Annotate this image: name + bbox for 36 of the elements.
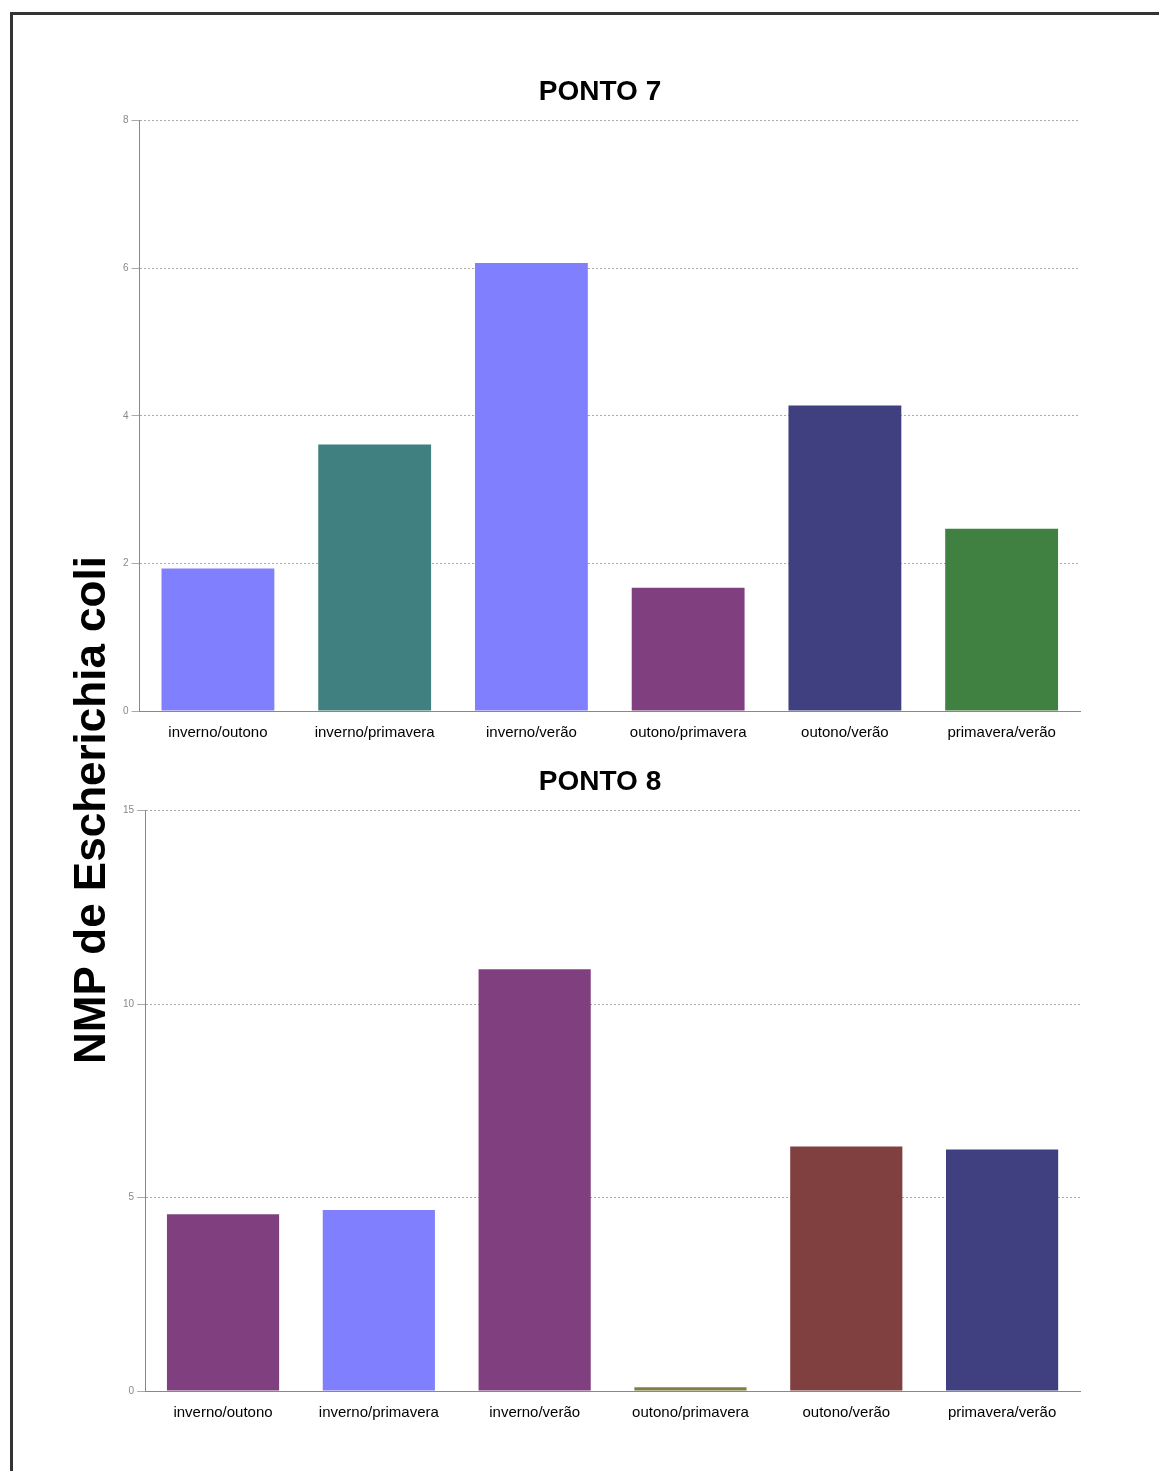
bar (474, 263, 588, 711)
bar (166, 1214, 280, 1391)
x-tick-label: primavera/verão (947, 1403, 1057, 1421)
x-tick-label: primavera/verão (947, 723, 1056, 741)
y-tick-label: 5 (128, 1191, 135, 1203)
y-tick-label: 2 (123, 557, 129, 569)
x-tick-label: inverno/outono (168, 723, 268, 741)
x-tick-label: inverno/verão (489, 1403, 581, 1421)
x-tick-label: inverno/primavera (318, 1403, 440, 1421)
x-tick-label: outono/primavera (629, 723, 748, 741)
bar (790, 1146, 903, 1391)
y-tick-label: 4 (123, 409, 129, 421)
x-tick-label: inverno/verão (485, 723, 577, 741)
y-tick-label: 6 (123, 261, 129, 273)
y-tick-label: 8 (123, 114, 129, 126)
bar (788, 405, 902, 711)
bar (946, 1149, 1059, 1391)
bar (161, 568, 275, 711)
y-axis-title: NMP de Escherichia coli (65, 556, 115, 1064)
y-tick-label: 0 (128, 1384, 135, 1396)
x-tick-label: outono/primavera (632, 1403, 750, 1421)
y-tick-label: 15 (123, 804, 135, 816)
bar (318, 444, 432, 711)
x-tick-label: inverno/primavera (314, 723, 436, 741)
x-tick-label: outono/verão (802, 1403, 891, 1421)
x-tick-label: inverno/outono (173, 1403, 273, 1421)
y-tick-label: 0 (123, 704, 129, 716)
bar (631, 587, 745, 711)
x-tick-label: outono/verão (801, 723, 889, 741)
bar (478, 969, 591, 1391)
y-tick-label: 10 (123, 997, 135, 1009)
bar (945, 528, 1059, 711)
chart-title: PONTO 8 (538, 764, 662, 796)
bar (634, 1387, 747, 1391)
chart-title: PONTO 7 (538, 74, 662, 106)
bar (322, 1209, 435, 1391)
